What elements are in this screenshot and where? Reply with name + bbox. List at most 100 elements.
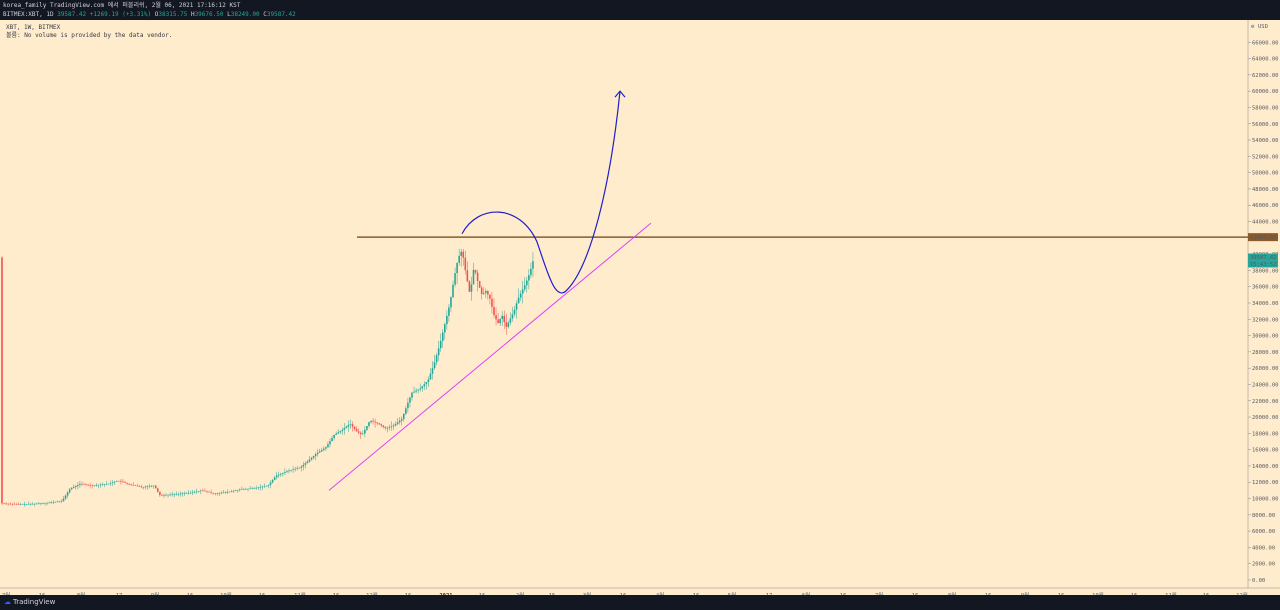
- candle-body: [7, 503, 9, 505]
- price-tick-label: 6000.00: [1252, 529, 1275, 535]
- candle-body: [318, 451, 321, 453]
- time-tick-label: 9월: [151, 591, 159, 595]
- candle-body: [517, 297, 520, 304]
- price-tick-label: 10000.00: [1252, 497, 1279, 503]
- candle-body: [284, 472, 286, 473]
- time-tick-label: 2021: [439, 593, 453, 595]
- candle-body: [351, 424, 354, 427]
- trend-line[interactable]: [328, 222, 652, 491]
- candle-body: [245, 488, 247, 490]
- candle-body: [134, 485, 137, 486]
- time-tick-label: 9월: [1021, 591, 1029, 595]
- time-tick-label: 12월: [366, 591, 378, 595]
- candle-body: [105, 484, 108, 485]
- candle-body: [113, 481, 116, 483]
- candle-body: [366, 426, 368, 430]
- candle-body: [523, 285, 526, 290]
- publish-info: korea_family TradingView.com 에서 퍼블리쉬, 2월…: [3, 2, 241, 9]
- time-tick-label: 16: [405, 593, 412, 595]
- tradingview-logo[interactable]: ☁ TradingView: [4, 598, 55, 607]
- cloud-icon: ☁: [4, 598, 11, 606]
- candle-body: [288, 470, 290, 472]
- candle-body: [200, 490, 202, 492]
- candle-body: [333, 434, 335, 438]
- candle-body: [515, 303, 518, 310]
- candle-body: [505, 322, 508, 327]
- candle-body: [390, 426, 393, 428]
- candle-body: [489, 294, 491, 299]
- candle-body: [462, 251, 465, 258]
- candle-body: [421, 386, 424, 389]
- candle-body: [431, 368, 434, 374]
- ohlc-line: BITMEX:XBT, 1D 39587.42 +1269.19 (+3.31%…: [3, 10, 296, 19]
- time-tick-label: 16: [1131, 593, 1138, 595]
- candle-body: [329, 441, 331, 445]
- candle-body: [44, 502, 46, 504]
- candle-body: [374, 421, 376, 423]
- candle-body: [300, 466, 303, 468]
- candle-body: [17, 504, 20, 505]
- price-chart[interactable]: 0.00 2000.00 4000.00 6000.00 8000.00 10000.00…: [0, 20, 1280, 595]
- candle-body: [267, 484, 270, 486]
- price-tick-label: 38000.00: [1252, 268, 1279, 274]
- chart-legend: XBT, 1W, BITMEX 볼륨: No volume is provide…: [6, 24, 172, 40]
- time-tick-label: 16: [333, 593, 340, 595]
- candle-body: [345, 426, 348, 429]
- candle-body: [304, 463, 307, 465]
- candle-body: [323, 448, 325, 450]
- candle-body: [179, 493, 182, 495]
- candle-body: [38, 503, 40, 505]
- candle-body: [413, 391, 415, 393]
- price-tick-label: 2000.00: [1252, 562, 1275, 568]
- candle-body: [46, 502, 48, 504]
- candle-body: [476, 272, 479, 282]
- resistance-badge: [1248, 233, 1278, 242]
- candle-body: [343, 428, 346, 430]
- candle-body: [126, 482, 128, 484]
- candle-body: [101, 484, 104, 486]
- candle-body: [398, 420, 401, 423]
- candle-body: [429, 373, 432, 380]
- time-tick-label: 10월: [220, 591, 232, 595]
- candle-body: [509, 318, 512, 323]
- candle-body: [411, 392, 413, 398]
- candle-body: [91, 485, 93, 486]
- candle-body: [478, 281, 481, 288]
- candle-body: [280, 473, 282, 475]
- price-tick-label: 32000.00: [1252, 317, 1279, 323]
- candle-body: [187, 492, 190, 494]
- candle-body: [337, 432, 339, 434]
- candle-body: [275, 475, 278, 478]
- candle-body: [161, 495, 163, 496]
- candle-body: [109, 483, 112, 484]
- candle-body: [468, 281, 471, 292]
- candle-body: [339, 431, 342, 433]
- candle-body: [347, 424, 350, 427]
- candle-body: [501, 315, 503, 319]
- candle-body: [259, 487, 262, 488]
- candle-body: [470, 284, 473, 292]
- candle-body: [25, 504, 28, 505]
- candle-body: [173, 494, 175, 495]
- candle-body: [316, 452, 319, 455]
- currency-label: USD: [1258, 24, 1268, 30]
- time-tick-label: 8월: [77, 591, 85, 595]
- time-tick-label: 16: [912, 593, 919, 595]
- candle-body: [263, 486, 266, 487]
- candle-body: [427, 379, 430, 383]
- candle-body: [312, 455, 315, 458]
- candle-body: [148, 486, 151, 487]
- chart-area[interactable]: 0.00 2000.00 4000.00 6000.00 8000.00 10000.00…: [0, 20, 1280, 595]
- time-tick-label: 16: [1058, 593, 1065, 595]
- logo-text: TradingView: [13, 598, 56, 606]
- candle-body: [355, 429, 358, 432]
- candle-body: [175, 494, 178, 495]
- candle-body: [241, 489, 243, 490]
- candle-body: [29, 503, 32, 505]
- candle-body: [144, 486, 147, 488]
- candle-body: [169, 494, 171, 496]
- projection-curve[interactable]: [461, 91, 621, 294]
- candle-body: [87, 484, 89, 486]
- price-scale[interactable]: [1248, 20, 1280, 595]
- candle-body: [290, 470, 292, 471]
